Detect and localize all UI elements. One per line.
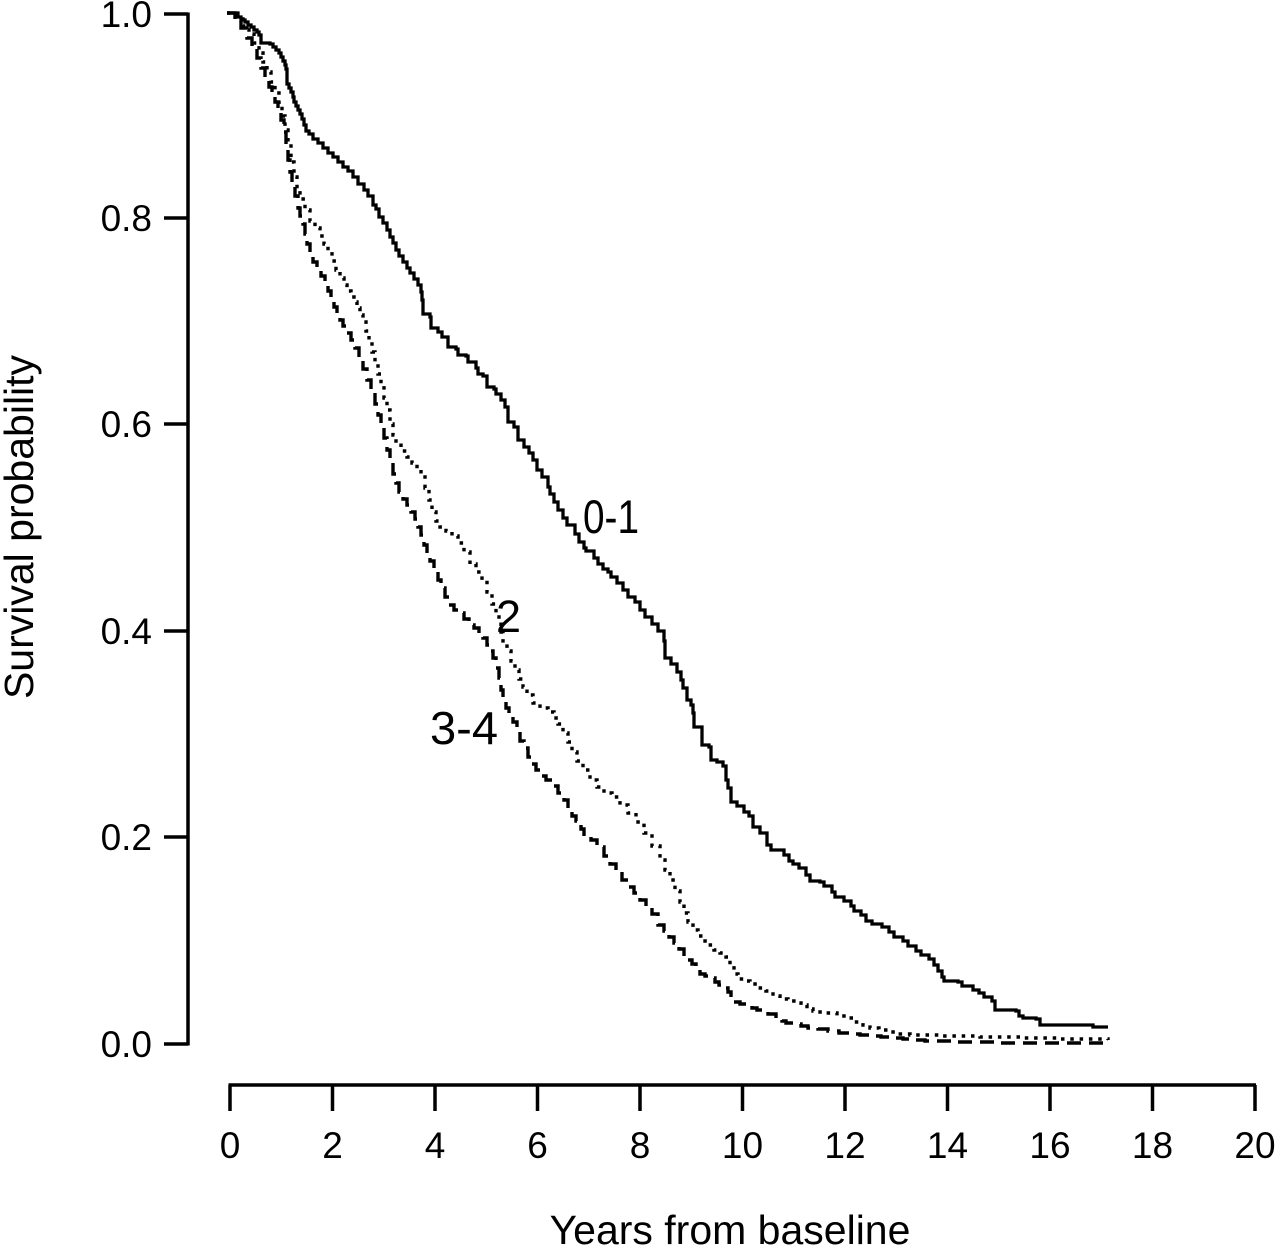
svg-text:20: 20 xyxy=(1234,1125,1275,1166)
svg-text:18: 18 xyxy=(1132,1125,1173,1166)
svg-text:0-1: 0-1 xyxy=(583,490,639,543)
svg-text:2: 2 xyxy=(322,1125,343,1166)
svg-text:10: 10 xyxy=(722,1125,763,1166)
svg-text:6: 6 xyxy=(527,1125,548,1166)
svg-text:8: 8 xyxy=(630,1125,651,1166)
svg-text:3-4: 3-4 xyxy=(430,702,498,754)
svg-text:14: 14 xyxy=(927,1125,968,1166)
svg-text:2: 2 xyxy=(496,591,521,642)
svg-text:0.2: 0.2 xyxy=(101,817,152,858)
svg-text:1.0: 1.0 xyxy=(101,0,152,35)
svg-text:0.4: 0.4 xyxy=(101,611,152,652)
svg-text:0.0: 0.0 xyxy=(101,1024,152,1065)
svg-text:0.8: 0.8 xyxy=(101,198,152,239)
svg-text:0.6: 0.6 xyxy=(101,404,152,445)
svg-text:0: 0 xyxy=(220,1125,241,1166)
svg-text:12: 12 xyxy=(824,1125,865,1166)
svg-text:Survival probability: Survival probability xyxy=(0,354,42,699)
svg-text:Years from baseline: Years from baseline xyxy=(550,1207,911,1246)
svg-text:4: 4 xyxy=(425,1125,446,1166)
svg-text:16: 16 xyxy=(1029,1125,1070,1166)
